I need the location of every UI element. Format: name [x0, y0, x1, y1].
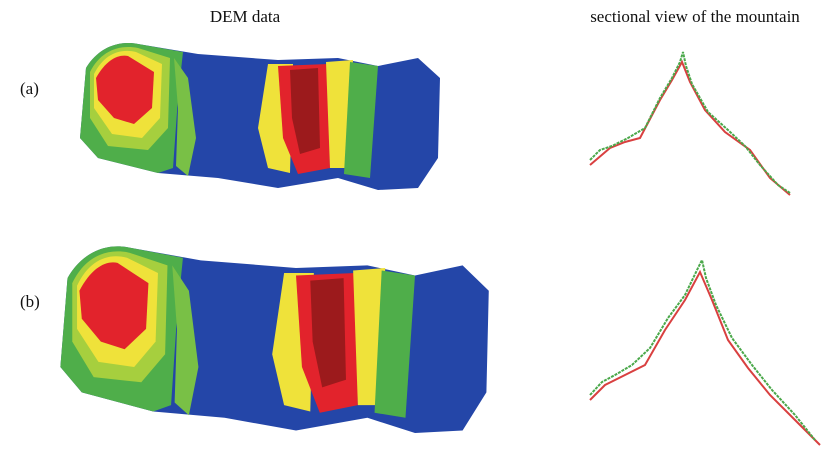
- figure: DEM data sectional view of the mountain …: [0, 0, 832, 449]
- row-label: (a): [20, 79, 39, 98]
- section-profile: [590, 260, 820, 445]
- section-profile: [590, 52, 790, 195]
- dem-image: [60, 246, 488, 433]
- row-label: (b): [20, 292, 40, 311]
- column-header: DEM data: [210, 7, 281, 26]
- dem-image: [80, 43, 440, 190]
- column-header: sectional view of the mountain: [590, 7, 800, 26]
